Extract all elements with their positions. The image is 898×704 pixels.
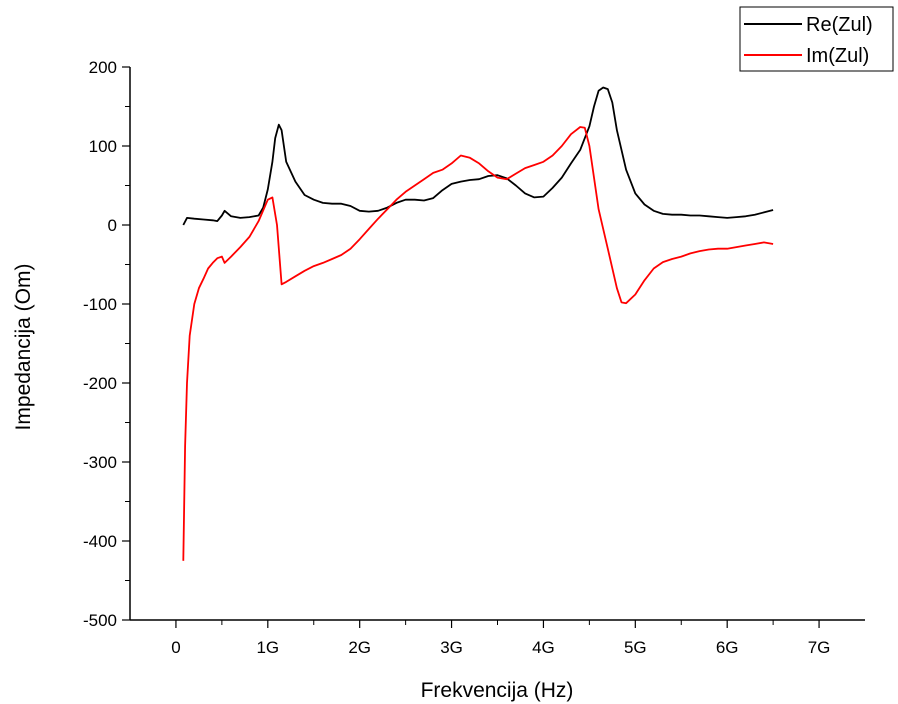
y-tick-label: -100 — [83, 295, 117, 314]
x-tick-label: 3G — [440, 638, 463, 657]
x-axis-ticks: 0 1G 2G 3G 4G 5G 6G 7G — [171, 620, 830, 657]
legend-label-im: Im(Zul) — [806, 45, 869, 67]
y-tick-label: -300 — [83, 453, 117, 472]
x-tick-label: 6G — [716, 638, 739, 657]
legend: Re(Zul) Im(Zul) — [739, 6, 894, 72]
y-tick-label: -400 — [83, 532, 117, 551]
y-tick-label: -200 — [83, 374, 117, 393]
y-axis-ticks: 200 100 0 -100 -200 -300 -400 -500 — [83, 58, 130, 630]
y-tick-label: -500 — [83, 611, 117, 630]
y-tick-label: 0 — [108, 216, 117, 235]
x-tick-label: 2G — [348, 638, 371, 657]
x-tick-label: 4G — [532, 638, 555, 657]
x-tick-label: 5G — [624, 638, 647, 657]
y-tick-label: 100 — [89, 137, 117, 156]
series-layer — [182, 86, 774, 561]
x-tick-label: 7G — [808, 638, 831, 657]
legend-box — [739, 6, 894, 72]
series-line-re — [182, 86, 774, 226]
x-tick-label: 0 — [171, 638, 180, 657]
legend-label-re: Re(Zul) — [806, 14, 873, 36]
x-tick-label: 1G — [256, 638, 279, 657]
series-line-im — [182, 126, 774, 561]
axes — [129, 67, 865, 621]
y-axis-title: Impedancija (Om) — [12, 264, 35, 431]
y-tick-label: 200 — [89, 58, 117, 77]
x-axis-title: Frekvencija (Hz) — [421, 679, 574, 702]
